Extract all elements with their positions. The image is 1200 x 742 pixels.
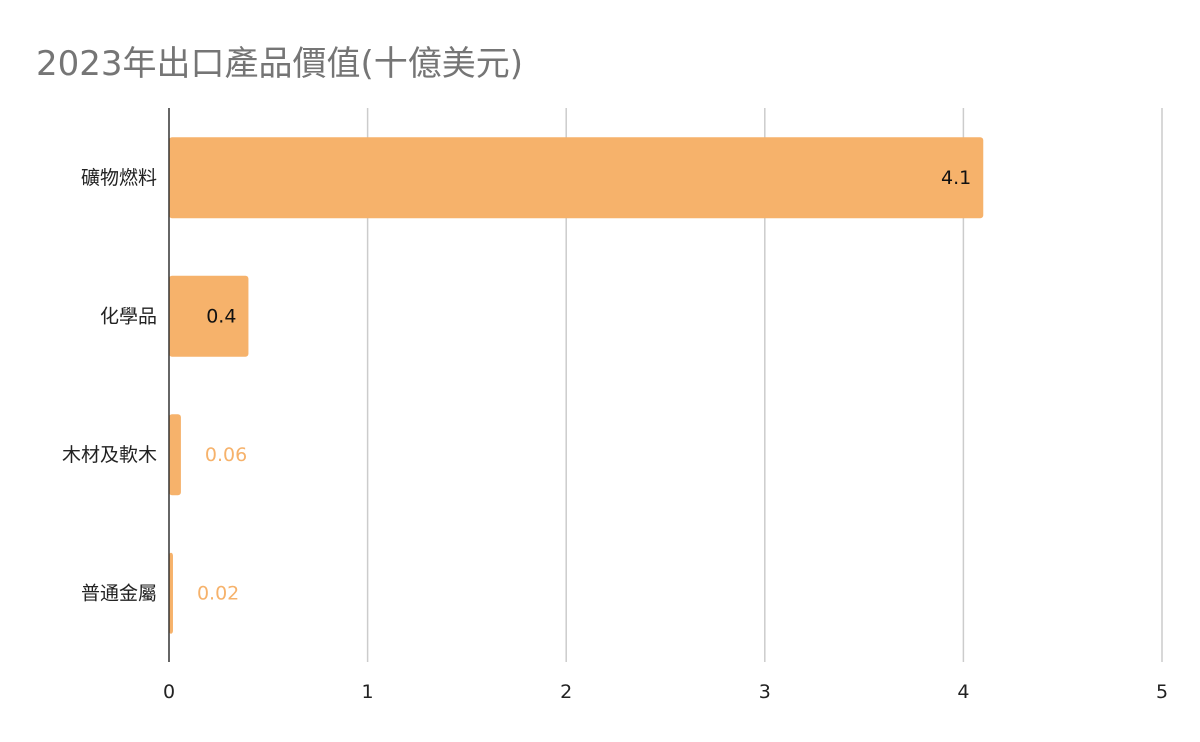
data-labels: 4.1 0.4 0.06 0.02 bbox=[197, 167, 971, 605]
x-tick-label-0: 0 bbox=[163, 681, 175, 703]
x-tick-labels: 0 1 2 3 4 5 bbox=[163, 681, 1168, 703]
bar-1 bbox=[169, 137, 984, 219]
data-label-1: 4.1 bbox=[941, 167, 971, 189]
x-tick-label-1: 1 bbox=[362, 681, 374, 703]
data-label-3: 0.06 bbox=[205, 444, 247, 466]
chart-title: 2023年出口產品價值(十億美元) bbox=[36, 44, 524, 84]
bar-2 bbox=[169, 275, 249, 357]
bar-4 bbox=[169, 552, 173, 634]
category-label-4: 普通金屬 bbox=[81, 582, 157, 604]
data-label-4: 0.02 bbox=[197, 582, 239, 604]
x-tick-label-5: 5 bbox=[1156, 681, 1168, 703]
category-label-1: 礦物燃料 bbox=[81, 167, 157, 189]
category-label-2: 化學品 bbox=[100, 305, 157, 327]
bar-3 bbox=[169, 414, 181, 496]
x-tick-label-4: 4 bbox=[957, 681, 969, 703]
bars bbox=[169, 137, 984, 634]
x-tick-label-2: 2 bbox=[560, 681, 572, 703]
x-tick-label-3: 3 bbox=[759, 681, 771, 703]
category-label-3: 木材及軟木 bbox=[62, 444, 157, 466]
data-label-2: 0.4 bbox=[206, 305, 236, 327]
